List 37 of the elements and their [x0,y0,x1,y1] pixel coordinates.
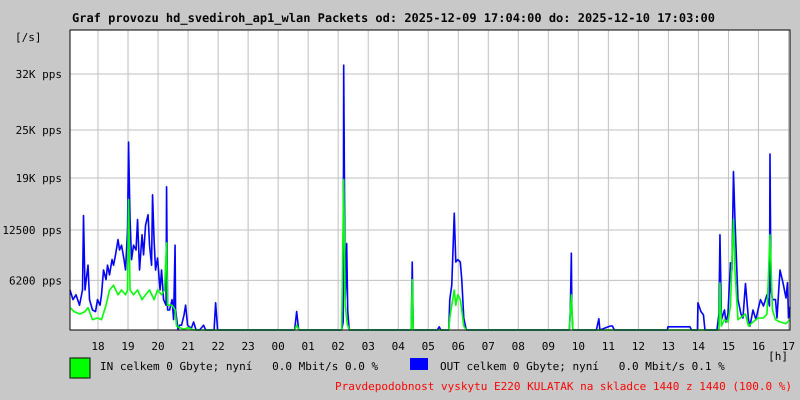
x-axis-title: [h] [768,350,788,363]
x-tick-label: 03 [362,340,375,353]
line-series [69,178,791,331]
x-tick-label: 20 [151,340,165,353]
x-tick-label: 18 [91,340,105,353]
x-tick-label: 12 [632,340,646,353]
x-tick-label: 11 [602,340,615,353]
x-tick-label: 07 [482,340,495,353]
y-tick-label: 25K pps [16,124,62,137]
x-tick-label: 01 [302,340,315,353]
x-tick-label: 17 [782,340,796,353]
x-tick-label: 23 [242,340,255,353]
chart-title: Graf provozu hd_svediroh_ap1_wlan Packets od: 2025-12-09 17:04:00 do: 2025-12-10 17:03:00 [72,11,715,25]
x-tick-label: 08 [512,340,525,353]
y-tick-label: 12500 pps [2,224,62,237]
legend-label: OUT celkem 0 Gbyte; nyní 0.0 Mbit/s 0.1 % [440,360,726,373]
y-tick-label: 32K pps [16,68,62,81]
x-tick-label: 00 [272,340,285,353]
text: Pravdepodobnost vyskytu E220 KULATAK na skladce 1440 z 1440 (100.0 %) [335,380,792,393]
x-tick-label: 15 [722,340,736,353]
x-tick-label: 21 [181,340,195,353]
legend-label: IN celkem 0 Gbyte; nyní 0.0 Mbit/s 0.0 % [100,360,379,373]
x-tick-label: 02 [332,340,345,353]
x-tick-label: 13 [662,340,676,353]
x-tick-label: 16 [752,340,766,353]
x-tick-label: 10 [572,340,585,353]
x-tick-label: 06 [452,340,465,353]
line-series [69,64,791,331]
x-tick-label: 04 [392,340,406,353]
y-tick-label: 19K pps [16,172,62,185]
x-tick-label: 19 [121,340,135,353]
x-tick-label: 14 [692,340,706,353]
x-tick-label: 22 [211,340,225,353]
y-axis-title: [/s] [15,31,42,44]
y-tick-label: 6200 pps [9,274,62,288]
x-tick-label: 05 [422,340,435,353]
x-tick-label: 09 [542,340,555,353]
